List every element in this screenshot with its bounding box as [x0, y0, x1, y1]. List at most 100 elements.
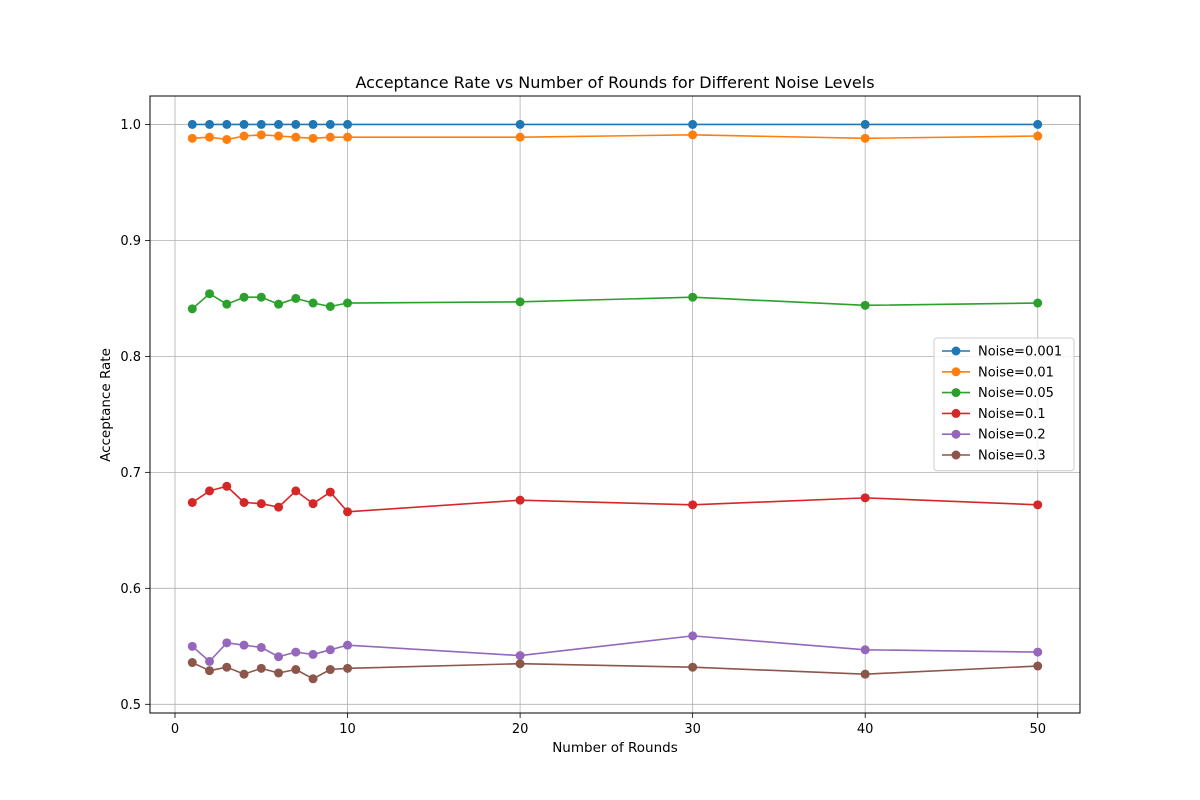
legend-item: Noise=0.3	[942, 449, 1046, 464]
data-point	[860, 300, 870, 310]
y-tick-label: 1.0	[120, 118, 141, 133]
data-point	[1033, 647, 1043, 657]
series-3	[187, 481, 1043, 517]
data-point	[860, 119, 870, 129]
x-tick-label: 50	[1029, 722, 1046, 737]
y-tick-label: 0.5	[120, 698, 141, 713]
series-5	[187, 658, 1043, 684]
series-0	[187, 119, 1043, 129]
data-point	[325, 665, 335, 675]
legend: Noise=0.001 Noise=0.01 Noise=0.05 Noise=0.1…	[933, 337, 1075, 472]
data-point	[325, 119, 335, 129]
data-point	[1033, 119, 1043, 129]
data-point	[343, 663, 353, 673]
data-point	[291, 293, 301, 303]
x-tick-label: 0	[171, 722, 179, 737]
data-point	[274, 119, 284, 129]
data-point	[256, 292, 266, 302]
y-tick-label: 0.8	[120, 350, 141, 365]
data-point	[187, 641, 197, 651]
data-point	[291, 647, 301, 657]
legend-label: Noise=0.2	[978, 428, 1046, 443]
data-point	[343, 132, 353, 142]
data-point	[205, 486, 215, 496]
y-tick-label: 0.7	[120, 466, 141, 481]
grid	[150, 96, 1080, 713]
data-point	[515, 119, 525, 129]
data-point	[688, 631, 698, 641]
data-point	[205, 132, 215, 142]
plot-frame	[149, 95, 1081, 714]
data-point	[308, 298, 318, 308]
data-point	[325, 301, 335, 311]
data-point	[222, 299, 232, 309]
x-axis-label: Number of Rounds	[552, 740, 678, 756]
x-tick-label: 40	[857, 722, 874, 737]
legend-item: Noise=0.01	[942, 365, 1054, 380]
data-point	[256, 119, 266, 129]
data-point	[515, 132, 525, 142]
data-point	[343, 507, 353, 517]
data-point	[274, 131, 284, 141]
legend-item: Noise=0.001	[942, 345, 1062, 360]
data-point	[291, 119, 301, 129]
data-point	[308, 649, 318, 659]
data-point	[256, 642, 266, 652]
data-point	[515, 659, 525, 669]
data-point	[1033, 131, 1043, 141]
data-point	[205, 666, 215, 676]
legend-marker	[951, 408, 961, 418]
data-point	[256, 130, 266, 140]
data-point	[688, 662, 698, 672]
data-point	[688, 500, 698, 510]
series-4	[187, 631, 1043, 666]
data-point	[205, 656, 215, 666]
data-point	[222, 662, 232, 672]
data-point	[205, 119, 215, 129]
series-1	[187, 130, 1043, 144]
data-point	[274, 299, 284, 309]
data-point	[222, 638, 232, 648]
legend-label: Noise=0.001	[978, 345, 1062, 360]
data-point	[187, 119, 197, 129]
legend-item: Noise=0.05	[942, 386, 1054, 401]
data-point	[1033, 661, 1043, 671]
data-point	[325, 645, 335, 655]
legend-label: Noise=0.3	[978, 449, 1046, 464]
data-point	[222, 119, 232, 129]
data-point	[274, 502, 284, 512]
axis-ticks: 0 10 20 30 40 50 0.5 0.6 0.7 0.8 0.9 1.0	[120, 118, 1046, 737]
data-point	[343, 298, 353, 308]
data-point	[325, 132, 335, 142]
x-tick-label: 20	[512, 722, 529, 737]
data-point	[222, 481, 232, 491]
data-point	[308, 133, 318, 143]
data-point	[308, 499, 318, 509]
data-point	[515, 651, 525, 661]
data-point	[187, 658, 197, 668]
legend-marker	[951, 367, 961, 377]
data-point	[343, 640, 353, 650]
data-point	[688, 292, 698, 302]
legend-label: Noise=0.1	[978, 407, 1046, 422]
chart-title: Acceptance Rate vs Number of Rounds for …	[355, 73, 874, 92]
data-point	[860, 133, 870, 143]
y-tick-label: 0.6	[120, 582, 141, 597]
data-point	[239, 119, 249, 129]
data-point	[187, 133, 197, 143]
data-point	[239, 131, 249, 141]
data-point	[688, 119, 698, 129]
legend-marker	[951, 346, 961, 356]
plot-series	[187, 119, 1043, 684]
data-point	[274, 668, 284, 678]
x-tick-label: 30	[684, 722, 701, 737]
data-point	[256, 663, 266, 673]
y-tick-label: 0.9	[120, 234, 141, 249]
legend-marker	[951, 450, 961, 460]
data-point	[291, 132, 301, 142]
legend-label: Noise=0.05	[978, 386, 1054, 401]
data-point	[1033, 298, 1043, 308]
data-point	[515, 297, 525, 307]
data-point	[325, 487, 335, 497]
